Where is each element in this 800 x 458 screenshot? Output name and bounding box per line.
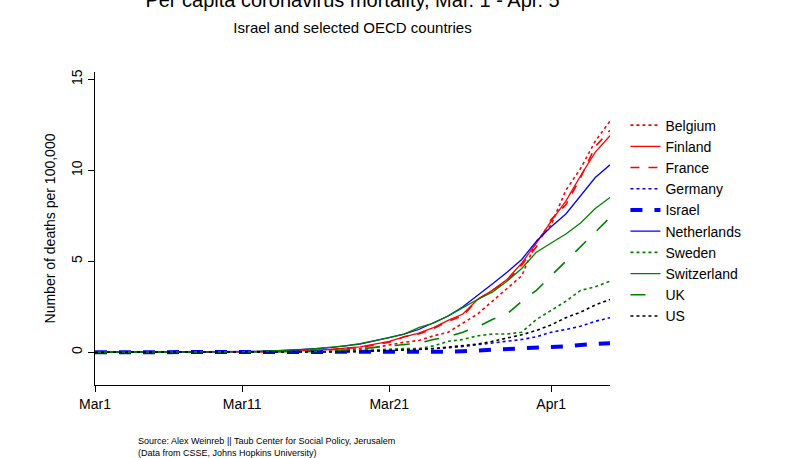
svg-text:Netherlands: Netherlands <box>665 224 741 240</box>
svg-text:Number of deaths per 100,000: Number of deaths per 100,000 <box>42 133 58 323</box>
svg-text:10: 10 <box>69 160 85 176</box>
svg-text:Source: Alex Weinreb || Taub C: Source: Alex Weinreb || Taub Center for … <box>138 436 395 458</box>
svg-text:Mar21: Mar21 <box>369 396 409 412</box>
svg-text:Finland: Finland <box>665 139 711 155</box>
svg-text:Belgium: Belgium <box>665 118 716 134</box>
svg-text:Switzerland: Switzerland <box>665 266 737 282</box>
svg-text:France: France <box>665 160 709 176</box>
svg-text:Israel: Israel <box>665 202 699 218</box>
svg-text:US: US <box>665 308 684 324</box>
svg-text:Apr1: Apr1 <box>536 396 566 412</box>
svg-text:Mar1: Mar1 <box>79 396 111 412</box>
svg-text:UK: UK <box>665 287 685 303</box>
svg-text:Sweden: Sweden <box>665 245 716 261</box>
svg-text:5: 5 <box>69 255 85 263</box>
svg-text:0: 0 <box>69 346 85 354</box>
svg-text:Per capita coronavirus mortali: Per capita coronavirus mortality, Mar. 1… <box>145 0 559 36</box>
svg-text:15: 15 <box>69 69 85 85</box>
svg-text:Mar11: Mar11 <box>223 396 262 412</box>
svg-text:Germany: Germany <box>665 181 723 197</box>
